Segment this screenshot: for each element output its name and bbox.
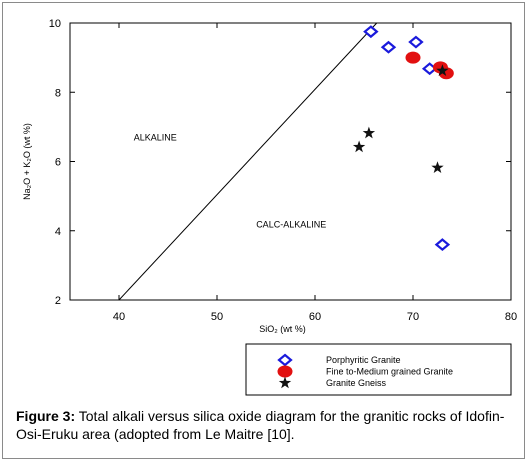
region-label: CALC-ALKALINE <box>256 219 326 229</box>
legend-marker <box>277 353 293 367</box>
region-labels: ALKALINE CALC-ALKALINE <box>134 133 327 230</box>
axis-ticks: 40 50 60 70 80 2 4 6 8 10 <box>49 18 517 323</box>
x-axis-label: SiO₂ (wt %) <box>259 324 306 334</box>
boundary-line <box>118 22 378 301</box>
legend-marker <box>277 365 293 378</box>
legend-entry-label: Fine to-Medium grained Granite <box>326 367 453 377</box>
axis-labels: SiO₂ (wt %) Na₂O + K₂O (wt %) <box>22 123 306 334</box>
caption-text: Total alkali versus silica oxide diagram… <box>16 408 505 442</box>
y-tick-label: 6 <box>55 157 61 169</box>
data-points <box>352 25 454 252</box>
legend-entry-label: Porphyritic Granite <box>326 355 401 365</box>
x-tick-label: 60 <box>309 311 321 323</box>
granite-gneiss-point <box>352 140 366 153</box>
y-axis-label: Na₂O + K₂O (wt %) <box>22 123 32 200</box>
porphyritic-granite-point <box>363 25 379 39</box>
caption-label: Figure 3: <box>16 408 76 424</box>
y-tick-label: 2 <box>55 295 61 307</box>
alkaline-boundary <box>118 22 378 301</box>
fine-medium-granite-point <box>405 51 421 64</box>
region-label: ALKALINE <box>134 133 177 143</box>
tas-chart: 40 50 60 70 80 2 4 6 8 10 SiO₂ (wt %) Na₂O + K₂O (… <box>22 18 517 396</box>
granite-gneiss-point <box>362 126 376 139</box>
granite-gneiss-point <box>436 64 449 77</box>
porphyritic-granite-point <box>380 40 397 54</box>
porphyritic-granite-point <box>434 238 451 252</box>
y-tick-label: 8 <box>55 87 61 99</box>
x-tick-label: 80 <box>505 311 517 323</box>
legend: Porphyritic Granite Fine to-Medium graine… <box>245 343 512 396</box>
x-tick-label: 50 <box>211 311 223 323</box>
figure-caption: Figure 3: Total alkali versus silica oxi… <box>16 407 512 443</box>
legend-entry-label: Granite Gneiss <box>326 378 387 388</box>
y-tick-label: 10 <box>49 18 61 30</box>
figure-frame <box>2 2 525 459</box>
legend-marker <box>278 376 292 389</box>
x-tick-label: 40 <box>113 311 125 323</box>
x-tick-label: 70 <box>407 311 419 323</box>
granite-gneiss-point <box>431 161 444 173</box>
porphyritic-granite-point <box>408 35 424 49</box>
y-tick-label: 4 <box>55 226 61 238</box>
